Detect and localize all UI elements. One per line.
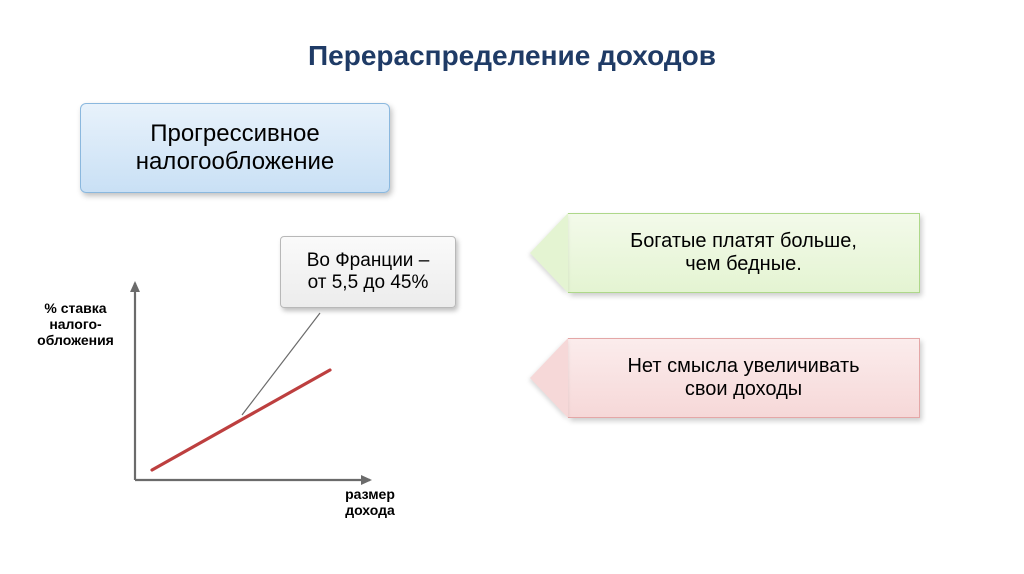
box-progressive-taxation: Прогрессивное налогообложение — [80, 103, 390, 193]
arrow-red-body: Нет смысла увеличивать свои доходы — [568, 338, 920, 418]
box-blue-text: Прогрессивное налогообложение — [136, 120, 335, 176]
y-axis-label: % ставка налого- обложения — [28, 300, 123, 348]
arrow-red-text: Нет смысла увеличивать свои доходы — [627, 355, 859, 401]
page-title: Перераспределение доходов — [0, 40, 1024, 72]
arrow-green-text: Богатые платят больше, чем бедные. — [630, 230, 857, 276]
arrow-no-incentive: Нет смысла увеличивать свои доходы — [530, 338, 920, 418]
tax-rate-chart — [110, 275, 390, 510]
arrow-point-icon — [530, 338, 568, 418]
arrow-point-icon — [530, 213, 568, 293]
arrow-rich-pay-more: Богатые платят больше, чем бедные. — [530, 213, 920, 293]
title-text: Перераспределение доходов — [308, 40, 716, 71]
arrow-green-body: Богатые платят больше, чем бедные. — [568, 213, 920, 293]
x-axis-label: размер дохода — [315, 486, 425, 518]
